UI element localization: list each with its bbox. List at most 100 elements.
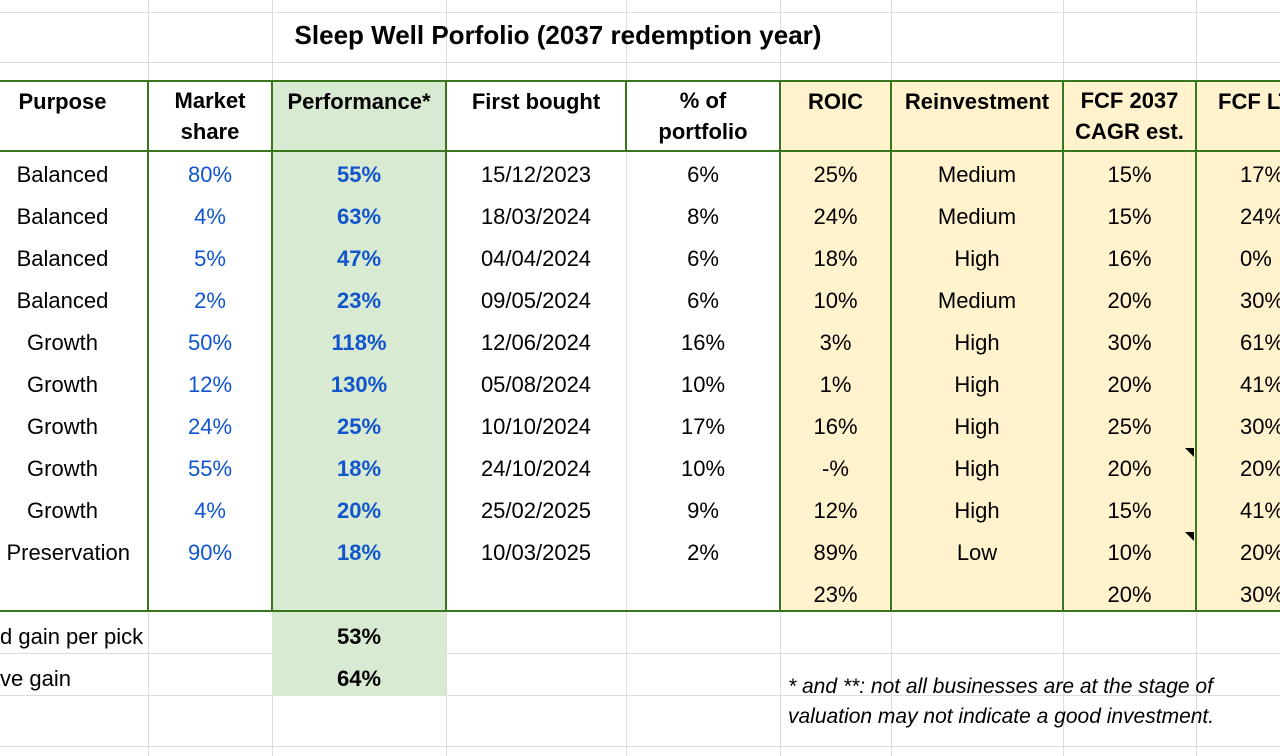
cell-pct-portfolio[interactable]: 10% [680, 456, 726, 481]
cell-roic[interactable]: 18% [813, 246, 858, 271]
header-performance[interactable]: Performance* [272, 82, 446, 154]
cell-pct-portfolio[interactable]: 10% [680, 372, 726, 397]
header-fcf-2037[interactable]: FCF 2037 CAGR est. [1063, 82, 1196, 150]
cell-fcf-2037[interactable]: 16% [1107, 246, 1152, 271]
header-fcf-lt[interactable]: FCF LT [1218, 82, 1280, 154]
cell-performance[interactable]: 118% [331, 330, 387, 355]
cell-pct-portfolio[interactable]: 6% [687, 288, 719, 313]
cell-reinvestment[interactable]: High [954, 372, 1000, 397]
cell-fcf-lt[interactable]: 20% [1240, 456, 1280, 481]
cell-fcf-2037[interactable]: 15% [1107, 204, 1152, 229]
cell-reinvestment[interactable]: High [954, 456, 1000, 481]
cell-reinvestment[interactable]: Medium [937, 162, 1017, 187]
cell-purpose[interactable]: Balanced [16, 162, 109, 187]
cell-purpose[interactable]: Growth [27, 498, 98, 523]
cell-first-bought[interactable]: 18/03/2024 [480, 204, 592, 229]
cell-first-bought[interactable]: 10/03/2025 [480, 540, 592, 565]
cell-fcf-lt[interactable]: 24% [1240, 204, 1280, 229]
cell-purpose[interactable]: Preservation [6, 540, 130, 565]
header-pct-portfolio[interactable]: % of portfolio [626, 82, 780, 150]
cell-pct-portfolio[interactable]: 16% [680, 330, 726, 355]
cell-reinvestment[interactable]: High [954, 414, 1000, 439]
cell-roic[interactable]: 12% [813, 498, 858, 523]
cell-reinvestment[interactable]: Low [956, 540, 998, 565]
cell-fcf-2037[interactable]: 20% [1107, 456, 1152, 481]
total-fcf-lt[interactable]: 30% [1240, 582, 1280, 607]
cell-reinvestment[interactable]: Medium [937, 288, 1017, 313]
cell-fcf-2037[interactable]: 30% [1107, 330, 1152, 355]
cell-first-bought[interactable]: 25/02/2025 [480, 498, 592, 523]
cell-purpose[interactable]: Balanced [16, 288, 109, 313]
cell-fcf-2037[interactable]: 15% [1107, 162, 1152, 187]
cell-reinvestment[interactable]: High [954, 246, 1000, 271]
summary-value-avg-gain[interactable]: 53% [336, 624, 382, 649]
cell-purpose[interactable]: Growth [27, 414, 98, 439]
comment-indicator-icon[interactable] [1185, 532, 1194, 541]
cell-first-bought[interactable]: 05/08/2024 [480, 372, 592, 397]
summary-value-cumulative-gain[interactable]: 64% [336, 666, 382, 691]
total-fcf-2037[interactable]: 20% [1107, 582, 1152, 607]
cell-pct-portfolio[interactable]: 17% [680, 414, 726, 439]
cell-purpose[interactable]: Growth [27, 372, 98, 397]
cell-market-share[interactable]: 50% [187, 330, 233, 355]
cell-first-bought[interactable]: 12/06/2024 [480, 330, 592, 355]
cell-roic[interactable]: -% [822, 456, 849, 481]
cell-reinvestment[interactable]: High [954, 330, 1000, 355]
cell-first-bought[interactable]: 15/12/2023 [480, 162, 592, 187]
cell-reinvestment[interactable]: High [954, 498, 1000, 523]
cell-fcf-lt[interactable]: 30% [1240, 414, 1280, 439]
cell-market-share[interactable]: 80% [187, 162, 233, 187]
cell-fcf-lt[interactable]: 30% [1240, 288, 1280, 313]
cell-performance[interactable]: 18% [336, 456, 382, 481]
cell-fcf-2037[interactable]: 10% [1107, 540, 1152, 565]
cell-roic[interactable]: 25% [813, 162, 858, 187]
cell-fcf-lt[interactable]: 20% [1240, 540, 1280, 565]
cell-pct-portfolio[interactable]: 6% [687, 162, 719, 187]
cell-first-bought[interactable]: 04/04/2024 [480, 246, 592, 271]
cell-first-bought[interactable]: 09/05/2024 [480, 288, 592, 313]
total-roic[interactable]: 23% [813, 582, 858, 607]
cell-fcf-2037[interactable]: 15% [1107, 498, 1152, 523]
cell-performance[interactable]: 18% [336, 540, 382, 565]
cell-fcf-2037[interactable]: 20% [1107, 288, 1152, 313]
cell-fcf-lt[interactable]: 17% [1240, 162, 1280, 187]
cell-performance[interactable]: 25% [336, 414, 382, 439]
header-first-bought[interactable]: First bought [446, 82, 626, 154]
cell-first-bought[interactable]: 24/10/2024 [480, 456, 592, 481]
cell-first-bought[interactable]: 10/10/2024 [480, 414, 592, 439]
cell-performance[interactable]: 20% [336, 498, 382, 523]
cell-fcf-lt[interactable]: 0% [1240, 246, 1272, 271]
cell-fcf-2037[interactable]: 25% [1107, 414, 1152, 439]
cell-performance[interactable]: 55% [336, 162, 382, 187]
cell-market-share[interactable]: 55% [187, 456, 233, 481]
cell-market-share[interactable]: 12% [187, 372, 233, 397]
cell-pct-portfolio[interactable]: 2% [687, 540, 719, 565]
header-purpose[interactable]: Purpose [0, 82, 125, 154]
cell-purpose[interactable]: Balanced [16, 246, 109, 271]
summary-label-cumulative-gain[interactable]: ve gain [0, 666, 71, 691]
cell-market-share[interactable]: 4% [194, 204, 226, 229]
cell-roic[interactable]: 1% [819, 372, 852, 397]
cell-pct-portfolio[interactable]: 8% [687, 204, 719, 229]
cell-market-share[interactable]: 2% [194, 288, 226, 313]
cell-performance[interactable]: 23% [336, 288, 382, 313]
header-roic[interactable]: ROIC [780, 82, 891, 154]
header-reinvestment[interactable]: Reinvestment [891, 82, 1063, 154]
cell-market-share[interactable]: 5% [194, 246, 226, 271]
cell-market-share[interactable]: 24% [187, 414, 233, 439]
cell-roic[interactable]: 10% [813, 288, 858, 313]
cell-market-share[interactable]: 90% [187, 540, 233, 565]
cell-reinvestment[interactable]: Medium [937, 204, 1017, 229]
cell-roic[interactable]: 24% [813, 204, 858, 229]
cell-roic[interactable]: 3% [819, 330, 852, 355]
cell-roic[interactable]: 89% [813, 540, 858, 565]
cell-fcf-2037[interactable]: 20% [1107, 372, 1152, 397]
cell-pct-portfolio[interactable]: 9% [687, 498, 719, 523]
cell-purpose[interactable]: Growth [27, 456, 98, 481]
header-market-share[interactable]: Market share [148, 82, 272, 150]
summary-label-avg-gain[interactable]: d gain per pick [0, 624, 144, 649]
cell-performance[interactable]: 63% [336, 204, 382, 229]
comment-indicator-icon[interactable] [1185, 448, 1194, 457]
cell-purpose[interactable]: Growth [27, 330, 98, 355]
